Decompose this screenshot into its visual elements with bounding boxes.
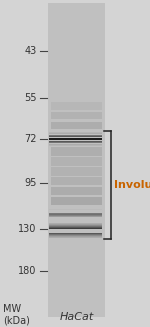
Bar — [51, 177, 102, 185]
Text: 180: 180 — [18, 267, 37, 276]
Bar — [49, 223, 102, 224]
Bar — [51, 157, 102, 166]
Bar — [49, 237, 102, 238]
Bar — [49, 229, 102, 230]
Bar — [49, 138, 102, 139]
Bar — [51, 122, 102, 129]
Bar — [48, 3, 105, 317]
Text: MW
(kDa): MW (kDa) — [3, 304, 30, 326]
Text: Involucrin: Involucrin — [114, 180, 150, 190]
Bar — [51, 112, 102, 119]
Bar — [49, 142, 102, 143]
Bar — [49, 131, 102, 132]
Bar — [49, 225, 102, 226]
Text: 55: 55 — [24, 93, 37, 103]
Text: 43: 43 — [24, 46, 37, 56]
Text: 95: 95 — [24, 178, 37, 188]
Bar — [49, 235, 102, 236]
Bar — [49, 136, 102, 137]
Bar — [49, 145, 102, 146]
Bar — [49, 139, 102, 140]
Bar — [49, 226, 102, 227]
Bar — [51, 167, 102, 176]
Bar — [51, 147, 102, 156]
Bar — [51, 102, 102, 110]
Bar — [49, 135, 102, 136]
Bar — [49, 227, 102, 228]
Bar — [49, 234, 102, 235]
Bar — [51, 187, 102, 195]
Bar — [49, 228, 102, 229]
Text: 130: 130 — [18, 224, 37, 234]
Bar — [49, 224, 102, 225]
Bar — [49, 141, 102, 142]
Bar — [49, 232, 102, 233]
Bar — [49, 233, 102, 234]
Bar — [49, 236, 102, 237]
Text: HaCat: HaCat — [60, 312, 94, 322]
Bar — [49, 132, 102, 133]
Text: 72: 72 — [24, 134, 37, 144]
Bar — [51, 197, 102, 205]
